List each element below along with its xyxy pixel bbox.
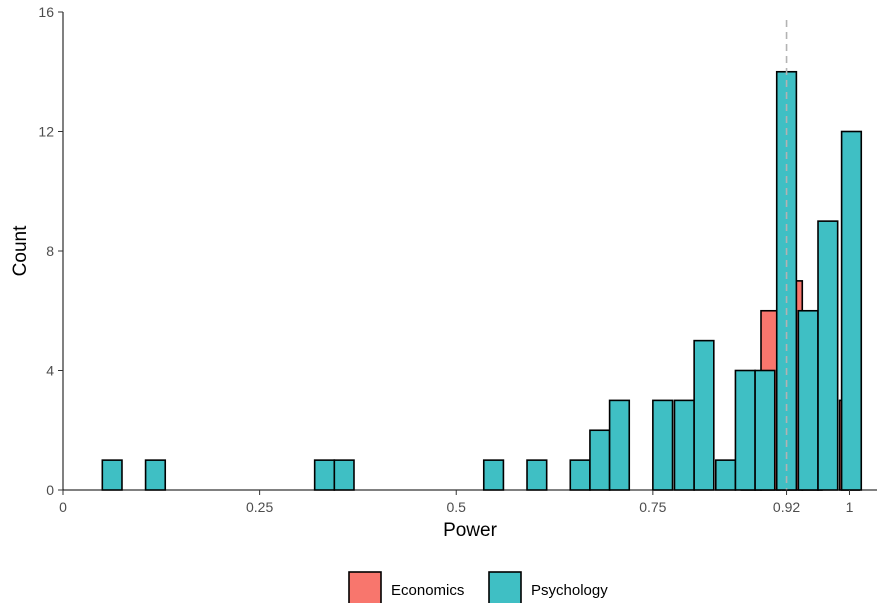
legend-label-psychology: Psychology [531, 582, 608, 599]
bar-psychology-7 [589, 429, 611, 491]
bar-psychology-14 [754, 369, 776, 491]
y-tick-label-1: 4 [46, 363, 54, 379]
x-tick-label-5: 1 [846, 499, 854, 515]
x-tick-label-2: 0.5 [447, 499, 467, 515]
bars-layer [101, 70, 863, 491]
y-axis-title: Count [10, 225, 31, 276]
x-tick-label-4: 0.92 [773, 499, 800, 515]
legend: Economics Psychology [348, 571, 608, 603]
bar-psychology-0 [101, 459, 123, 491]
y-tick-label-3: 12 [38, 124, 54, 140]
x-tick-label-3: 0.75 [639, 499, 666, 515]
bar-psychology-1 [144, 459, 167, 491]
bar-psychology-4 [482, 459, 505, 491]
bar-psychology-3 [333, 459, 355, 491]
bar-psychology-13 [734, 369, 756, 491]
bar-psychology-18 [840, 130, 863, 491]
bar-psychology-6 [569, 459, 591, 491]
bar-psychology-12 [714, 459, 737, 491]
legend-swatch-psychology [488, 571, 522, 603]
x-axis-title: Power [443, 520, 498, 541]
y-tick-label-2: 8 [46, 243, 54, 259]
x-axis-ticks: 0 0.25 0.5 0.75 0.92 1 [59, 490, 854, 515]
y-tick-label-0: 0 [46, 482, 54, 498]
bar-psychology-11 [693, 339, 715, 491]
x-tick-label-0: 0 [59, 499, 67, 515]
bar-psychology-16 [797, 309, 819, 491]
bar-psychology-2 [313, 459, 336, 491]
bar-psychology-9 [652, 399, 674, 491]
y-tick-label-4: 16 [38, 4, 54, 20]
bar-psychology-8 [608, 399, 631, 491]
bar-psychology-10 [673, 399, 695, 491]
bar-psychology-17 [817, 220, 839, 491]
legend-swatch-economics [348, 571, 382, 603]
legend-label-economics: Economics [391, 582, 464, 599]
bar-psychology-5 [526, 459, 548, 491]
x-tick-label-1: 0.25 [246, 499, 273, 515]
y-axis-ticks: 0 4 8 12 16 [38, 4, 63, 498]
